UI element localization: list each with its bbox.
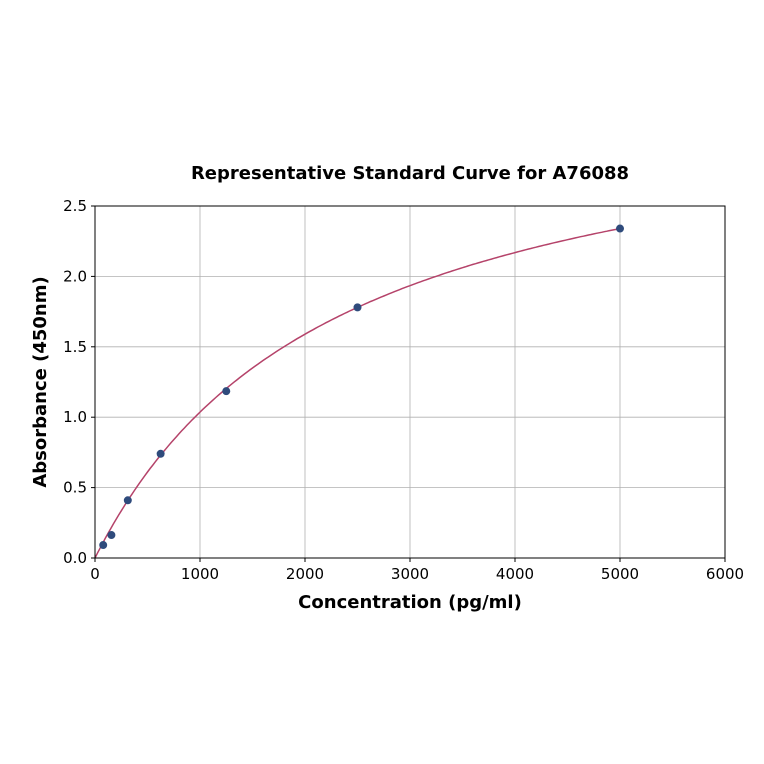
fitted-curve [94, 227, 621, 559]
y-axis-label: Absorbance (450nm) [30, 276, 51, 487]
x-tick-label: 3000 [391, 565, 429, 583]
data-point [616, 224, 624, 233]
data-point [156, 449, 165, 458]
data-point [353, 303, 362, 312]
x-tick-label: 1000 [181, 565, 219, 583]
data-point [123, 496, 132, 505]
y-tick-label: 2.0 [63, 267, 87, 285]
y-tick-label: 1.0 [63, 408, 87, 426]
y-tick-label: 0.0 [63, 549, 87, 567]
chart-title: Representative Standard Curve for A76088 [191, 163, 629, 184]
y-tick-label: 2.5 [63, 197, 87, 215]
x-tick-label: 5000 [601, 565, 639, 583]
x-tick-label: 0 [90, 565, 100, 583]
data-point [99, 541, 108, 550]
x-tick-label: 2000 [286, 565, 324, 583]
y-tick-label: 1.5 [63, 338, 87, 356]
data-point [222, 387, 231, 396]
x-tick-label: 6000 [706, 565, 744, 583]
y-tick-label: 0.5 [63, 479, 87, 497]
data-point [107, 531, 116, 540]
grid [94, 205, 726, 559]
x-axis-label: Concentration (pg/ml) [298, 592, 522, 613]
x-tick-label: 4000 [496, 565, 534, 583]
